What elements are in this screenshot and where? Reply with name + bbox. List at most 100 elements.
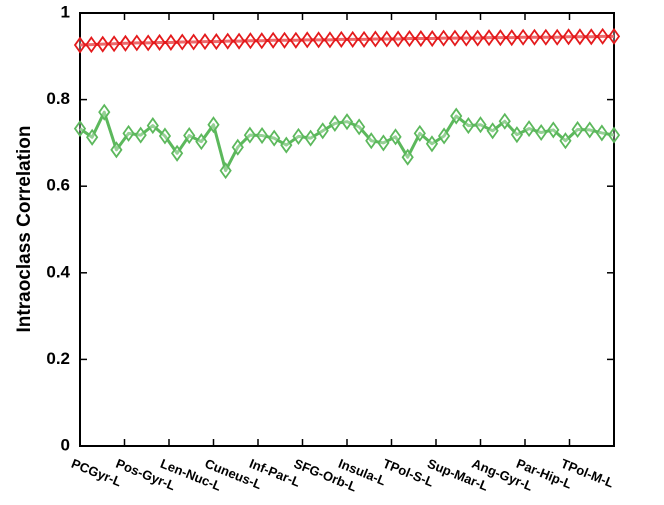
series-2-point: [328, 114, 341, 132]
series-1-point: [380, 30, 393, 48]
series-1-point: [403, 29, 416, 48]
series-2-point: [595, 124, 608, 142]
plot-area: [79, 12, 615, 447]
series-1-point: [414, 29, 427, 48]
series-2-point: [207, 116, 220, 134]
series-1-point: [539, 28, 552, 46]
series-1-point: [73, 36, 87, 54]
series-2-point: [498, 112, 511, 130]
series-1-point: [210, 33, 223, 51]
series-1-point: [244, 32, 257, 50]
y-tick-label: 0.2: [46, 349, 70, 368]
series-2-point: [571, 120, 584, 139]
series-2-point: [183, 126, 196, 145]
series-2-point: [255, 126, 269, 145]
series-1-point: [176, 33, 189, 51]
series-2-point: [231, 138, 244, 156]
series-2-point: [365, 132, 378, 150]
series-1-point: [607, 27, 621, 45]
series-2-point: [280, 136, 293, 154]
series-1-point: [551, 28, 564, 46]
series-1-point: [153, 33, 166, 51]
series-2-point: [474, 116, 487, 134]
series-1-point: [289, 31, 302, 49]
series-1-point: [107, 35, 121, 53]
series-2-point: [170, 144, 184, 162]
series-2-point: [134, 126, 147, 144]
series-1-point: [96, 35, 109, 53]
series-2-point: [413, 124, 426, 142]
series-2-point: [401, 148, 414, 166]
series-2-point: [510, 126, 524, 144]
series-1-point: [335, 30, 348, 48]
series-2-point: [559, 132, 572, 150]
x-tick-label: PCGyr-L: [69, 456, 124, 490]
series-1-point: [323, 31, 337, 49]
series-2-point: [547, 121, 560, 139]
series-2-point: [353, 118, 366, 136]
series-1-point: [119, 34, 132, 52]
series-1-point: [278, 31, 291, 49]
series-1-point: [312, 31, 325, 49]
series-1-point: [596, 27, 609, 45]
series-1-point: [130, 34, 143, 52]
series-1-point: [85, 36, 98, 54]
series-2-point: [73, 120, 87, 138]
plot-frame: [79, 12, 615, 447]
series-1-point: [255, 32, 268, 50]
series-2-point: [462, 117, 475, 135]
series-1-point: [164, 33, 178, 51]
series-1-point: [528, 28, 541, 46]
series-1-point: [562, 28, 575, 46]
x-tick-label: TPol-S-L: [381, 456, 436, 490]
series-1-point: [221, 32, 234, 50]
series-2-point: [146, 117, 159, 135]
series-2-point: [158, 127, 172, 145]
series-1-point: [505, 29, 518, 47]
series-1-point: [267, 31, 280, 49]
series-2-point: [292, 127, 305, 145]
series-2-point: [316, 122, 329, 140]
y-tick-label: 0.4: [46, 262, 70, 281]
series-1-point: [426, 29, 439, 48]
series-1-point: [482, 29, 496, 47]
series-2-point: [425, 135, 439, 153]
series-2-point: [243, 126, 257, 144]
series-1-point: [437, 29, 450, 47]
y-tick-label: 0: [61, 435, 70, 454]
series-1-point: [369, 30, 382, 48]
series-1-point: [346, 30, 359, 48]
series-2-point: [86, 128, 99, 146]
series-2-point: [377, 134, 390, 152]
series-2-point: [486, 122, 499, 140]
y-tick-label: 0.8: [46, 89, 70, 108]
series-1-point: [198, 33, 212, 51]
series-1-point: [585, 28, 598, 46]
series-1-point: [460, 29, 473, 47]
series-1-point: [516, 28, 530, 46]
y-tick-label: 1: [61, 2, 70, 21]
series-2-point: [340, 113, 354, 131]
series-1-point: [187, 33, 200, 51]
series-2-point: [583, 121, 596, 139]
series-2-point: [607, 126, 621, 144]
series-2-point: [219, 162, 232, 180]
series-layer: [73, 27, 621, 180]
series-2-point: [98, 103, 111, 121]
series-2-point: [437, 127, 451, 145]
series-2-point: [450, 107, 463, 125]
series-1-point: [301, 31, 314, 49]
series-2-point: [110, 141, 123, 159]
series-1-point: [392, 30, 405, 48]
series-2-point: [304, 129, 317, 147]
series-1-point: [142, 34, 155, 52]
series-1-point: [357, 30, 371, 48]
series-1-point: [471, 29, 484, 47]
series-2-point: [389, 128, 402, 146]
y-tick-label: 0.6: [46, 176, 70, 195]
y-axis-label: Intraoclass Correlation: [14, 126, 35, 333]
series-1-point: [494, 29, 507, 47]
series-1-point: [573, 28, 587, 46]
series-2-point: [268, 129, 281, 147]
